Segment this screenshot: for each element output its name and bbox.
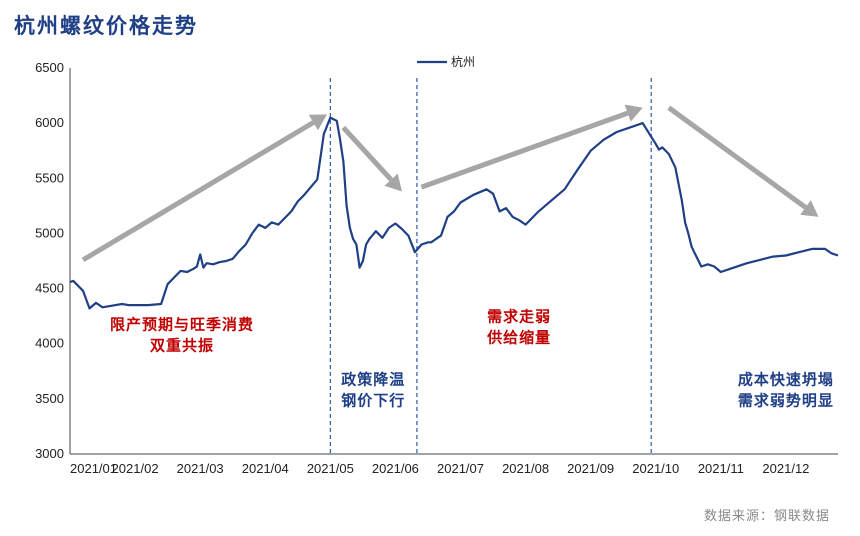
annotation-text: 成本快速坍塌 <box>738 371 834 389</box>
y-tick-label: 3000 <box>35 446 64 461</box>
y-tick-labels: 3000 3500 4000 4500 5000 5500 6000 6500 <box>35 60 64 461</box>
x-tick-label: 2021/01 <box>70 461 117 476</box>
x-tick-label: 2021/06 <box>372 461 419 476</box>
x-tick-label: 2021/09 <box>567 461 614 476</box>
x-tick-label: 2021/02 <box>112 461 159 476</box>
y-tick-label: 4000 <box>35 336 64 351</box>
annotation-text: 双重共振 <box>150 336 214 354</box>
x-tick-label: 2021/10 <box>632 461 679 476</box>
chart-title: 杭州螺纹价格走势 <box>14 13 198 38</box>
trend-arrow-shaft <box>81 120 315 263</box>
annotation-text: 需求走弱 <box>487 308 551 326</box>
y-tick-label: 3500 <box>35 391 64 406</box>
trend-arrow-head <box>308 114 328 131</box>
trend-arrow-head <box>624 104 643 122</box>
x-tick-label: 2021/12 <box>762 461 809 476</box>
x-tick-label: 2021/11 <box>698 461 744 476</box>
y-tick-label: 5000 <box>35 225 64 240</box>
trend-arrow-shaft <box>420 110 629 190</box>
annotation-text: 需求弱势明显 <box>738 392 834 410</box>
x-tick-label: 2021/08 <box>502 461 549 476</box>
annotation-text: 政策降温 <box>341 371 405 389</box>
annotation-text: 供给缩量 <box>486 329 551 347</box>
y-tick-label: 6500 <box>35 60 64 75</box>
annotation-text: 限产预期与旺季消费 <box>110 315 254 333</box>
annotation-text: 钢价下行 <box>341 392 405 410</box>
trend-arrows <box>81 104 819 263</box>
x-tick-label: 2021/07 <box>437 461 484 476</box>
data-source-note: 数据来源：钢联数据 <box>703 509 830 524</box>
x-tick-label: 2021/03 <box>177 461 224 476</box>
y-tick-label: 5500 <box>35 170 64 185</box>
y-tick-label: 6000 <box>35 115 64 130</box>
trend-arrow-head <box>800 200 819 217</box>
x-tick-label: 2021/05 <box>307 461 354 476</box>
trend-arrow-shaft <box>667 105 808 210</box>
legend: 杭州 <box>417 54 475 69</box>
trend-arrow-head <box>384 173 402 192</box>
y-tick-label: 4500 <box>35 281 64 296</box>
legend-label: 杭州 <box>451 54 475 69</box>
series-line-hangzhou <box>69 116 839 310</box>
trend-arrow-shaft <box>341 125 393 182</box>
x-tick-label: 2021/04 <box>242 461 289 476</box>
